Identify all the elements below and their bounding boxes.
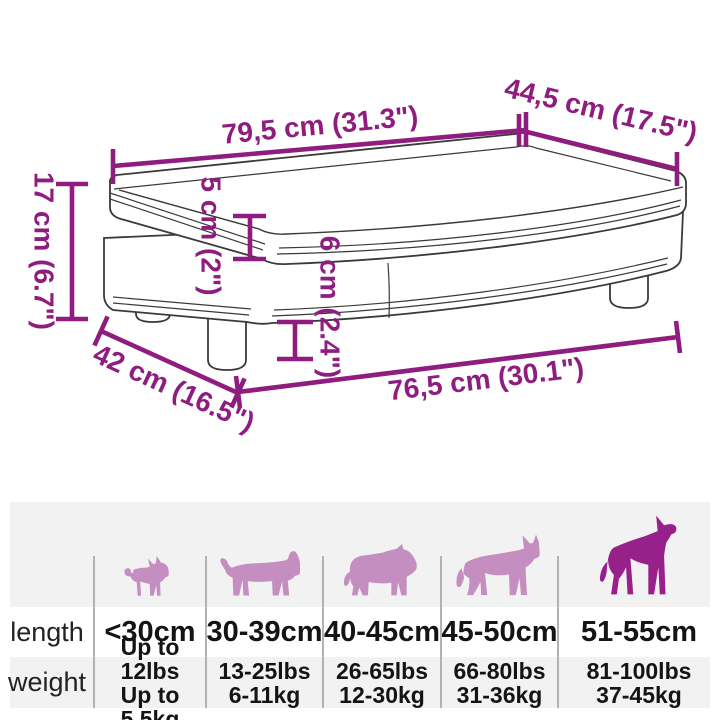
dimension-base-length: 76,5 cm (30.1") <box>233 320 683 409</box>
weight-kg: 6-11kg <box>228 681 301 708</box>
length-value: 51-55cm <box>580 615 698 648</box>
weight-value: 66-80lbs 31-36kg <box>441 657 558 708</box>
great-dane-icon <box>599 515 677 595</box>
sofa-base-seam <box>387 262 390 319</box>
weight-lbs: 66-80lbs <box>453 657 546 684</box>
dimension-line <box>277 319 313 362</box>
row-label-length: length <box>10 616 84 647</box>
sofa-mattress-piping <box>109 192 682 255</box>
chihuahua-icon <box>124 556 169 596</box>
dimension-leg-height: 6 cm (2.4") <box>277 236 346 378</box>
weight-lbs: 26-65lbs <box>335 657 429 684</box>
dachshund-icon <box>220 551 301 596</box>
column-divider <box>322 556 324 708</box>
weight-kg: 31-36kg <box>456 681 543 708</box>
weight-value: 13-25lbs 6-11kg <box>206 657 323 708</box>
column-divider <box>557 556 559 708</box>
dimension-cushion-thickness: 5 cm (2") <box>196 176 266 296</box>
dog-size-band <box>10 502 710 607</box>
weight-lbs: Up to 12lbs <box>120 633 180 684</box>
dimension-line <box>233 213 266 262</box>
sofa-mattress-top-edge <box>118 186 684 235</box>
sofa-base-piping <box>112 257 669 317</box>
row-label-weight: weight <box>7 667 87 697</box>
weight-kg: 37-45kg <box>596 681 682 708</box>
column-divider <box>440 556 442 708</box>
dimension-line <box>516 114 680 186</box>
length-value: 40-45cm <box>323 615 441 648</box>
weight-kg: Up to 5.5kg <box>120 681 180 720</box>
dimension-line <box>233 320 683 409</box>
dimension-total-height: 17 cm (6.7") <box>29 172 88 330</box>
column-divider <box>205 556 207 708</box>
weight-value: 81-100lbs 37-45kg <box>558 657 720 708</box>
bull-terrier-icon <box>343 544 417 596</box>
length-value: 30-39cm <box>206 615 323 648</box>
weight-value: Up to 12lbs Up to 5.5kg <box>94 635 206 720</box>
dimension-line <box>56 181 88 322</box>
length-value: 45-50cm <box>441 615 558 648</box>
dimension-label-cushion-thickness: 5 cm (2") <box>196 176 227 295</box>
weight-kg: 12-30kg <box>339 681 425 708</box>
dimension-diagram: 79,5 cm (31.3") 44,5 cm (17.5") 17 cm (6… <box>29 72 701 438</box>
pet-sofa-drawing <box>103 131 687 371</box>
column-divider <box>93 556 95 708</box>
weight-value: 26-65lbs 12-30kg <box>323 657 441 708</box>
weight-lbs: 13-25lbs <box>218 657 311 684</box>
length-value: <30cm <box>104 615 196 648</box>
dimension-label-total-height: 17 cm (6.7") <box>29 172 60 330</box>
weight-lbs: 81-100lbs <box>586 657 692 684</box>
weight-row-background <box>10 657 710 708</box>
dimension-label-leg-height: 6 cm (2.4") <box>315 236 346 378</box>
german-shepherd-icon <box>456 534 540 596</box>
